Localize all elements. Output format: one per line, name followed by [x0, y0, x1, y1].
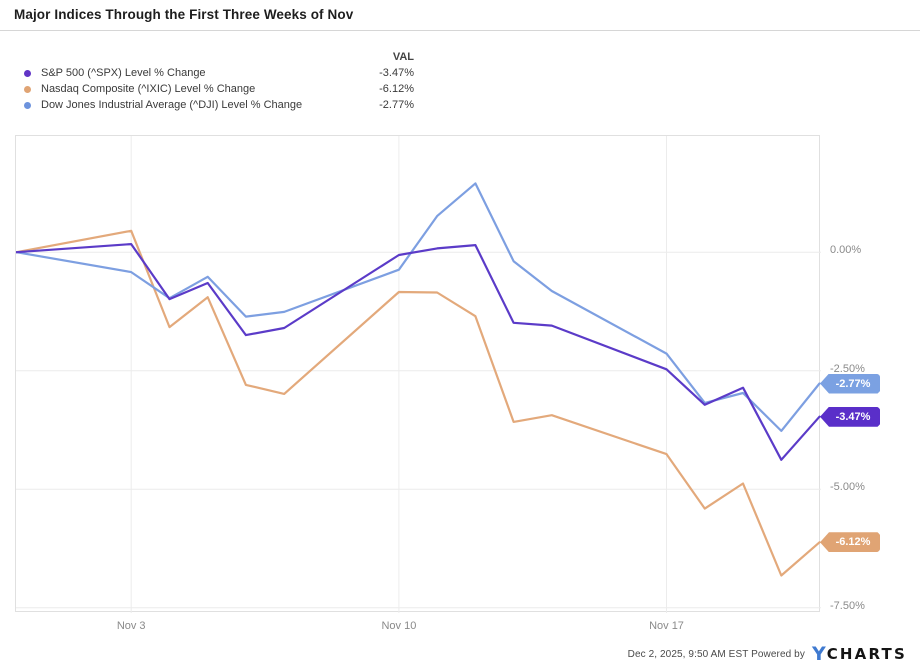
- line-chart-plot-area: 0.00% -2.50% -5.00% -7.50% Nov 3 Nov 10 Nov 17…: [15, 135, 880, 632]
- legend-label-ixic: Nasdaq Composite (^IXIC) Level % Change: [41, 83, 256, 95]
- x-axis-tick-label: Nov 10: [381, 620, 417, 632]
- legend-val-dji: -2.77%: [379, 99, 414, 111]
- legend-val-spx: -3.47%: [379, 67, 414, 79]
- legend-label-spx: S&P 500 (^SPX) Level % Change: [41, 67, 206, 79]
- ycharts-logo-y-icon: Y: [811, 643, 826, 665]
- page-title: Major Indices Through the First Three We…: [14, 7, 354, 22]
- y-axis-tick-label: 0.00%: [830, 244, 862, 257]
- y-axis-tick-label: -7.50%: [830, 599, 865, 612]
- chart-canvas: [16, 136, 821, 613]
- ixic-series-dot-icon: [24, 85, 31, 93]
- spx-series-dot-icon: [24, 69, 31, 77]
- legend-item-spx: S&P 500 (^SPX) Level % Change -3.47%: [22, 65, 414, 81]
- title-divider: [0, 30, 920, 31]
- x-axis-tick-label: Nov 17: [649, 620, 684, 632]
- ycharts-logo: Y CHARTS: [811, 643, 907, 665]
- last-value-badge: -2.77%: [820, 373, 880, 394]
- last-value-badge: -6.12%: [820, 532, 880, 553]
- timestamp-powered-by: Dec 2, 2025, 9:50 AM EST Powered by: [627, 648, 805, 660]
- legend: VAL S&P 500 (^SPX) Level % Change -3.47%…: [22, 49, 414, 113]
- y-axis-tick-label: -2.50%: [830, 362, 865, 375]
- dji-series-dot-icon: [24, 101, 31, 109]
- series-line: [16, 229, 821, 577]
- y-axis-tick-label: -5.00%: [830, 481, 865, 494]
- legend-val-ixic: -6.12%: [379, 83, 414, 95]
- legend-val-header-row: VAL: [22, 49, 414, 65]
- x-axis-tick-label: Nov 3: [116, 620, 146, 632]
- legend-item-ixic: Nasdaq Composite (^IXIC) Level % Change …: [22, 81, 414, 97]
- series-line: [16, 242, 821, 461]
- legend-val-header: VAL: [392, 51, 414, 63]
- legend-label-dji: Dow Jones Industrial Average (^DJI) Leve…: [41, 99, 303, 111]
- last-value-badge: -3.47%: [820, 406, 880, 427]
- series-line: [16, 182, 821, 432]
- chart-footer: Dec 2, 2025, 9:50 AM EST Powered by Y CH…: [628, 643, 907, 665]
- legend-item-dji: Dow Jones Industrial Average (^DJI) Leve…: [22, 97, 414, 113]
- ycharts-logo-text: CHARTS: [826, 645, 907, 663]
